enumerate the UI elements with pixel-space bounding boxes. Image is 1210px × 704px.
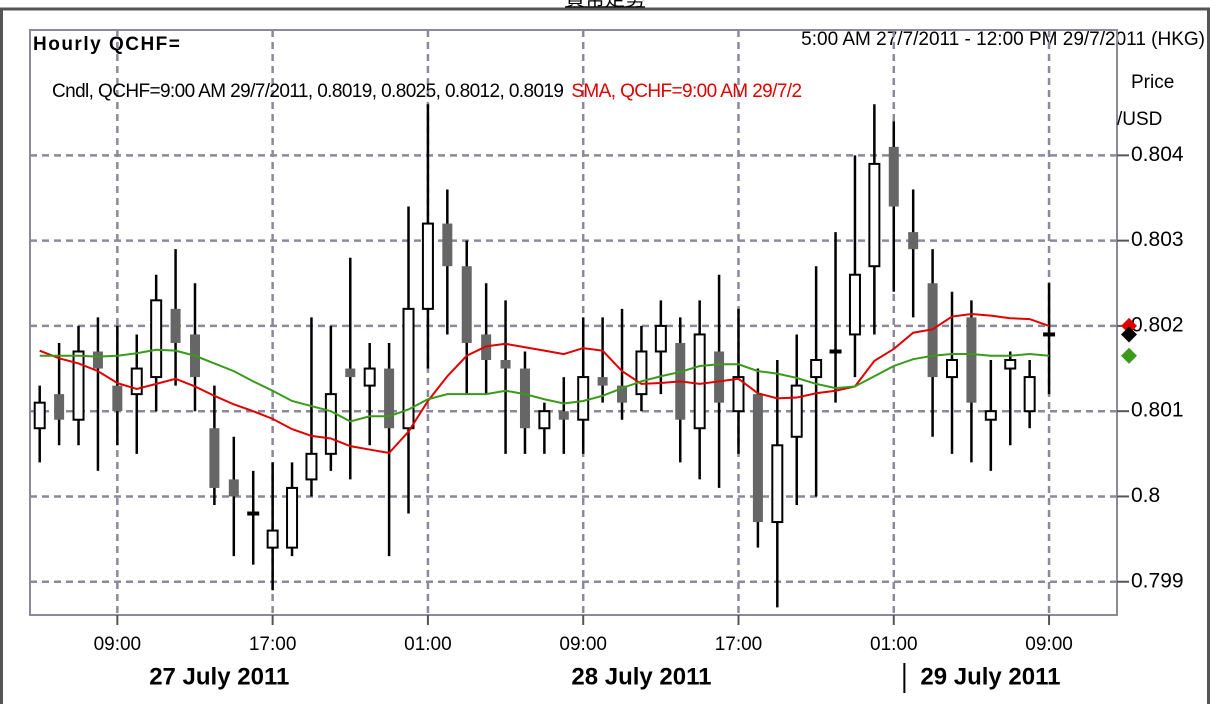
plot-border [29, 29, 1118, 616]
sma-line [39, 312, 1050, 455]
y-axis-label: /USD [1117, 109, 1162, 130]
last-value-marker [1121, 317, 1137, 334]
last-value-marker [1121, 326, 1137, 343]
candle-body [617, 385, 628, 403]
candle-body [1004, 359, 1017, 370]
candle-body [732, 376, 745, 413]
page-heading: 貨幣走勢 [565, 0, 645, 10]
y-axis-label: Price [1131, 72, 1174, 93]
candle-body [577, 376, 590, 421]
sma-line [39, 348, 1050, 423]
y-tick-label: 0.803 [1131, 228, 1184, 251]
candle-body [829, 349, 842, 354]
candle-body [946, 359, 959, 379]
candle-body [500, 360, 511, 369]
candle-body [324, 393, 337, 455]
candle-body [384, 368, 395, 429]
candle-body [908, 232, 919, 250]
candle-body [305, 452, 318, 481]
candle-body [228, 479, 239, 497]
last-value-marker [1121, 347, 1137, 364]
chart-subtitle: 5:00 AM 27/7/2011 - 12:00 PM 29/7/2011 (… [801, 29, 1205, 50]
candle-body [266, 529, 279, 549]
day-label: 29 July 2011 [920, 663, 1060, 690]
candle-body [442, 223, 453, 267]
candle-body [771, 444, 784, 524]
candle-body [345, 368, 356, 378]
candle-body [1043, 332, 1056, 337]
candle-body [693, 333, 706, 430]
candle-body [33, 401, 46, 430]
candle-body [247, 511, 260, 516]
day-label: 27 July 2011 [149, 663, 289, 690]
legend-entry: Cndl, QCHF=9:00 AM 29/7/2011, 0.8019, 0.… [52, 81, 563, 102]
candle-body [421, 222, 434, 310]
candle-body [597, 377, 608, 386]
x-tick-label: 17:00 [715, 634, 763, 655]
candle-body [714, 351, 725, 403]
candle-body [112, 385, 123, 412]
candle-body [150, 299, 163, 379]
candle-body [72, 350, 85, 421]
candle-body [558, 411, 569, 420]
candle-body [519, 368, 530, 429]
candle-body [538, 410, 551, 430]
candle-body [461, 266, 472, 343]
candle-body [402, 307, 415, 430]
candle-body [966, 317, 977, 403]
y-tick-label: 0.8 [1131, 484, 1160, 507]
candle-body [635, 350, 648, 396]
candle-body [810, 359, 823, 379]
candle-body [752, 394, 763, 523]
candle-body [54, 394, 65, 420]
candle-body [790, 384, 803, 438]
day-label: 28 July 2011 [571, 663, 711, 690]
x-tick-label: 01:00 [404, 634, 452, 655]
candle-body [848, 273, 861, 336]
candle-body [868, 162, 881, 268]
y-tick-label: 0.802 [1131, 313, 1184, 336]
legend: Cndl, QCHF=9:00 AM 29/7/2011, 0.8019, 0.… [52, 81, 801, 102]
candle-body [888, 146, 899, 207]
y-tick-label: 0.799 [1131, 569, 1184, 592]
x-tick-label: 09:00 [559, 634, 607, 655]
candle-body [286, 486, 299, 549]
candle-body [1023, 376, 1036, 413]
x-tick-label: 17:00 [249, 634, 297, 655]
candle-body [209, 428, 220, 488]
candle-body [170, 308, 181, 343]
x-tick-label: 09:00 [1025, 634, 1073, 655]
candle-body [363, 367, 376, 387]
y-tick-label: 0.801 [1131, 399, 1184, 422]
chart-title: Hourly QCHF= [33, 34, 181, 55]
candle-body [654, 324, 667, 353]
candle-body [984, 410, 997, 421]
x-tick-label: 01:00 [870, 634, 918, 655]
y-tick-label: 0.804 [1131, 143, 1184, 166]
candle-body [92, 351, 103, 369]
candle-body [130, 367, 143, 396]
legend-entry: SMA, QCHF=9:00 AM 29/7/2 [571, 81, 801, 102]
x-tick-label: 09:00 [94, 634, 142, 655]
